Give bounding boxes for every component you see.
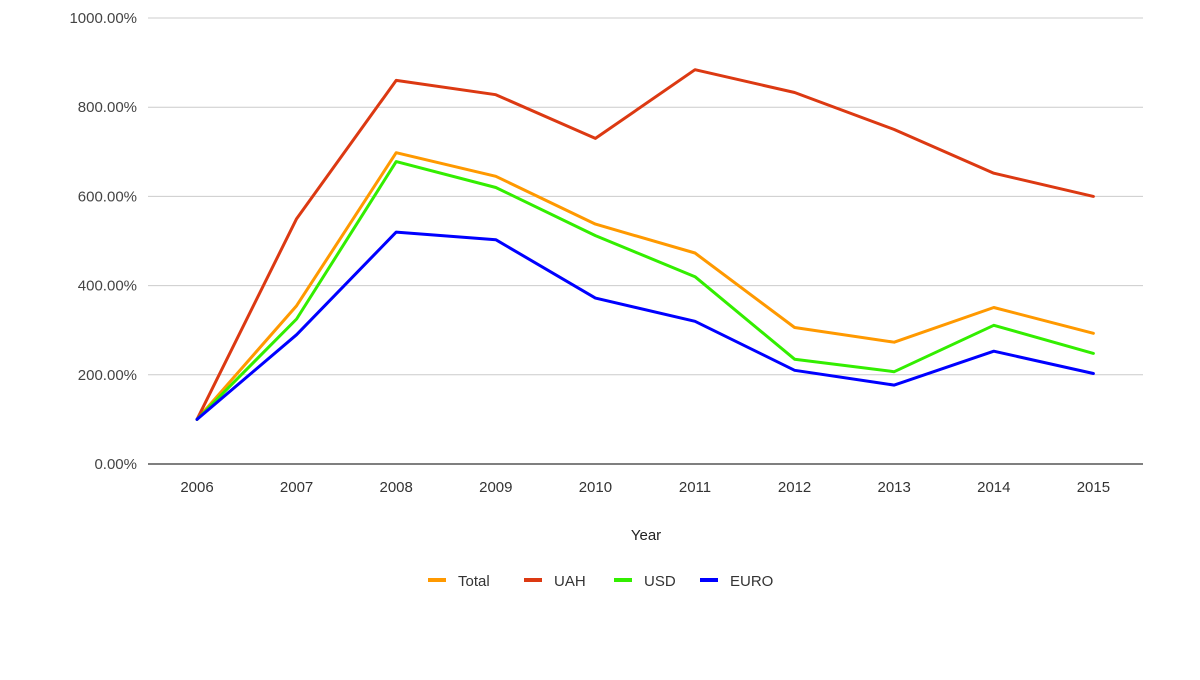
legend-label: UAH [554,573,586,590]
grid-layer [148,17,1143,465]
x-tick-label: 2013 [878,479,911,496]
series-line-usd [195,160,1095,421]
x-tick-label: 2007 [280,479,313,496]
x-tick-label: 2014 [977,479,1010,496]
x-tick-label: 2009 [479,479,512,496]
legend-label: EURO [730,573,773,590]
y-tick-label: 0.00% [94,456,137,473]
series-layer [195,68,1095,421]
x-axis-ticks: 2006 2007 2008 2009 2010 2011 2012 2013 2014 2015 [180,479,1110,496]
x-tick-label: 2012 [778,479,811,496]
y-tick-label: 800.00% [78,99,137,116]
legend-item-euro: EURO [700,573,773,590]
x-tick-label: 2006 [180,479,213,496]
y-tick-label: 600.00% [78,188,137,205]
y-tick-label: 1000.00% [69,10,137,27]
legend: Total UAH USD EURO [428,573,773,590]
series-line-uah [195,68,1095,421]
x-tick-label: 2015 [1077,479,1110,496]
legend-label: Total [458,573,490,590]
y-tick-label: 400.00% [78,278,137,295]
y-axis-ticks: 0.00% 200.00% 400.00% 600.00% 800.00% 1000.00… [69,10,137,473]
x-axis-title: Year [631,527,661,544]
x-tick-label: 2011 [679,479,711,496]
x-tick-label: 2008 [380,479,413,496]
y-tick-label: 200.00% [78,367,137,384]
legend-item-total: Total [428,573,490,590]
x-tick-label: 2010 [579,479,612,496]
legend-label: USD [644,573,676,590]
legend-item-usd: USD [614,573,676,590]
legend-item-uah: UAH [524,573,586,590]
series-line-total [195,151,1095,421]
series-line-euro [195,230,1095,421]
